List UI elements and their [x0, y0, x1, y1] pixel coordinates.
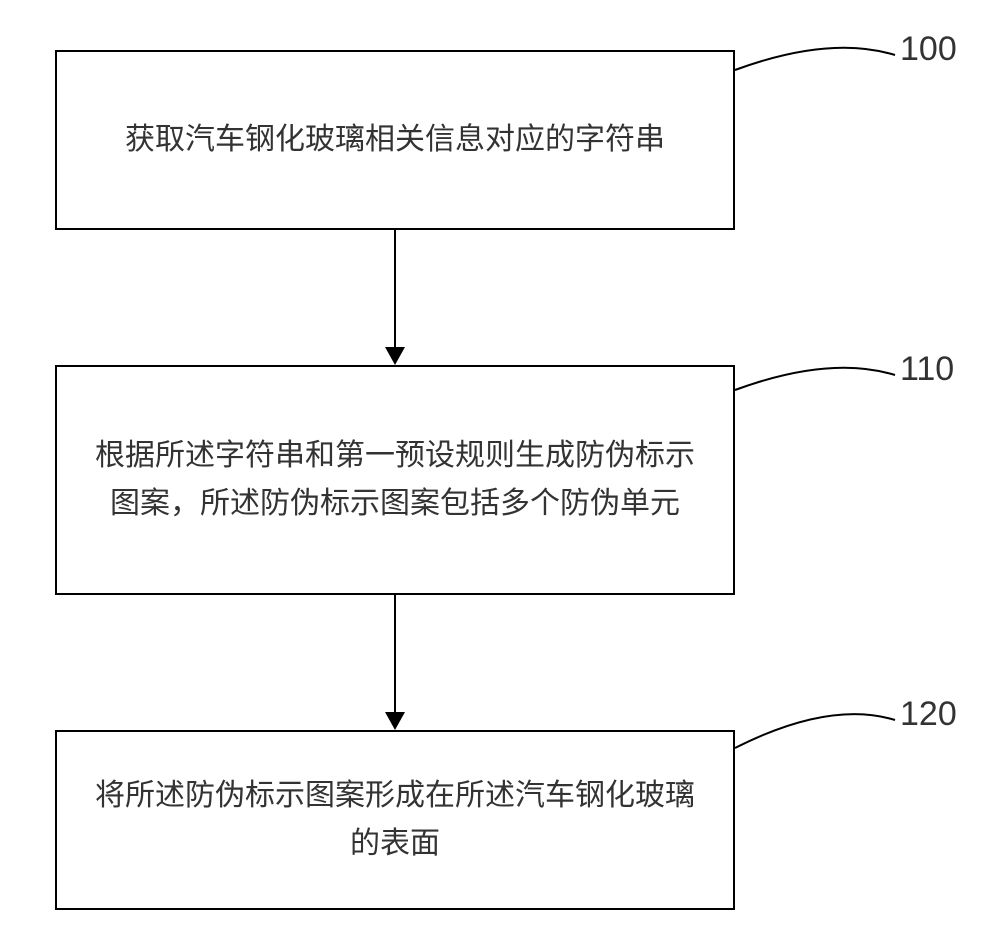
- leader-line-3: [0, 0, 1000, 948]
